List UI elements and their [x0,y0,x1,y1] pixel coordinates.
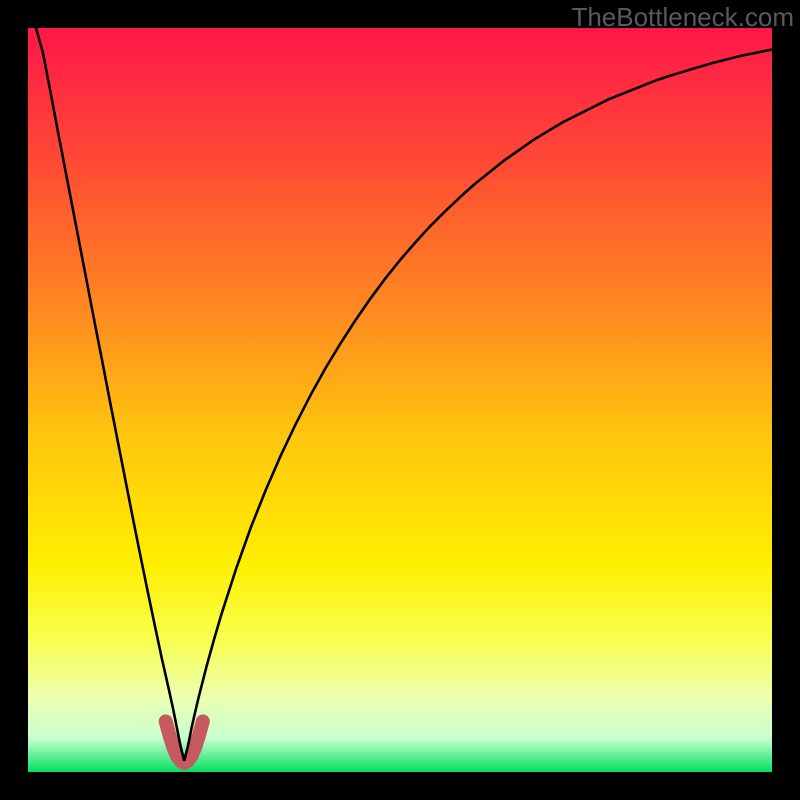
watermark-text: TheBottleneck.com [571,2,794,33]
plot-area [28,28,772,772]
left-curve [28,28,184,761]
right-curve [184,50,772,761]
chart-stage: TheBottleneck.com [0,0,800,800]
curves-overlay [28,28,772,772]
